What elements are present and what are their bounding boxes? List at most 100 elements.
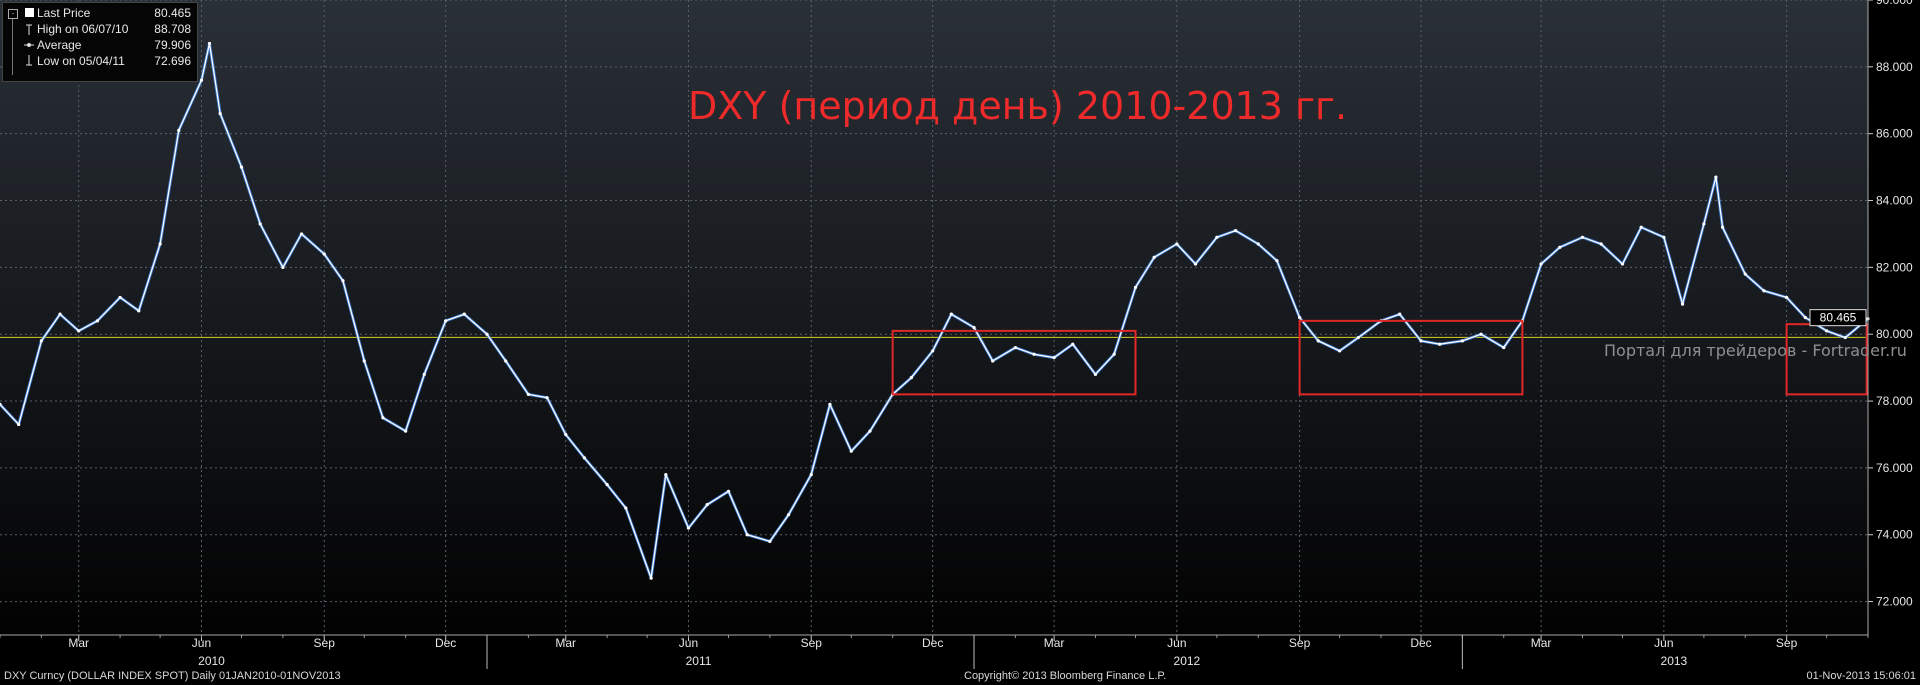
- legend-row-last-price: Last Price 80.465: [3, 5, 197, 21]
- price-point: [322, 252, 326, 256]
- price-point: [526, 392, 530, 396]
- price-point: [207, 41, 212, 46]
- price-point: [931, 349, 935, 353]
- price-point: [1275, 259, 1279, 263]
- y-tick-label: 90.000: [1876, 0, 1913, 7]
- price-point: [1438, 342, 1442, 346]
- price-point: [258, 222, 262, 226]
- price-point: [404, 429, 408, 433]
- footer-timestamp: 01-Nov-2013 15:06:01: [1806, 670, 1916, 682]
- square-swatch-icon[interactable]: [23, 5, 35, 21]
- x-year-label: 2011: [686, 654, 712, 668]
- x-tick-label: Sep: [1776, 636, 1798, 650]
- y-tick-label: 72.000: [1876, 595, 1913, 609]
- plot-background: [0, 0, 1868, 635]
- price-point: [745, 533, 749, 537]
- price-point: [0, 402, 2, 406]
- price-point: [1803, 315, 1807, 320]
- legend-tree-line: [12, 19, 13, 75]
- price-point: [1479, 332, 1483, 336]
- legend-collapse-icon[interactable]: -: [8, 9, 18, 19]
- legend-label: Average: [37, 38, 82, 52]
- price-point: [768, 539, 772, 544]
- price-point: [58, 312, 62, 316]
- price-point: [949, 312, 953, 316]
- price-point: [1639, 225, 1643, 229]
- price-point: [1356, 335, 1360, 340]
- price-point: [1052, 356, 1056, 360]
- price-point: [1215, 235, 1219, 239]
- legend-value: 88.708: [154, 22, 191, 36]
- price-point: [828, 402, 832, 406]
- price-series: [0, 41, 1870, 580]
- price-point: [705, 503, 709, 507]
- price-point: [239, 165, 244, 169]
- legend-label: High on 06/07/10: [37, 22, 129, 36]
- price-point: [1702, 222, 1706, 226]
- price-point: [1133, 285, 1138, 290]
- legend-box: - Last Price 80.465 High on 06/07/10 88.…: [2, 2, 198, 82]
- price-point: [1316, 339, 1320, 343]
- x-tick-label: Dec: [435, 636, 456, 650]
- price-point: [1580, 235, 1585, 239]
- x-tick-label: Mar: [555, 636, 576, 650]
- price-point: [1152, 255, 1156, 259]
- price-point: [218, 112, 222, 116]
- grid-lines: [0, 0, 1868, 635]
- price-point: [545, 396, 549, 400]
- price-point: [1843, 335, 1847, 340]
- price-point: [177, 128, 181, 132]
- price-point: [199, 78, 204, 82]
- legend-row-high: High on 06/07/10 88.708: [3, 21, 197, 37]
- price-point: [422, 372, 426, 376]
- price-point: [786, 513, 791, 517]
- price-point: [381, 416, 385, 420]
- price-point: [118, 295, 122, 300]
- high-marker-icon: [23, 21, 35, 37]
- x-tick-label: Jun: [192, 636, 211, 650]
- y-tick-label: 82.000: [1876, 260, 1913, 274]
- price-point: [1112, 352, 1116, 356]
- x-tick-label: Mar: [1531, 636, 1552, 650]
- price-point: [1297, 315, 1302, 320]
- price-point: [485, 332, 489, 336]
- x-axis: Mar Jun Sep Dec Mar Jun Sep Dec Mar Jun Sep Dec Mar J…: [0, 634, 1869, 669]
- chart-annotation-title: DXY (период день) 2010-2013 гг.: [688, 84, 1348, 128]
- price-point: [582, 456, 587, 460]
- price-point: [1825, 329, 1829, 333]
- price-point: [649, 576, 653, 580]
- price-point: [362, 359, 366, 363]
- price-point: [341, 279, 345, 283]
- price-point: [849, 449, 853, 453]
- price-point: [1539, 262, 1543, 266]
- x-year-label: 2013: [1661, 654, 1688, 668]
- price-point: [1193, 262, 1198, 266]
- price-point: [1071, 342, 1075, 346]
- price-point: [1256, 242, 1260, 246]
- price-point: [1714, 175, 1718, 179]
- price-point: [1419, 339, 1423, 343]
- price-point: [17, 422, 21, 427]
- last-price-label: 80.465: [1820, 311, 1857, 325]
- x-tick-label: Mar: [68, 636, 89, 650]
- x-year-label: 2012: [1174, 654, 1201, 668]
- price-point: [624, 506, 628, 510]
- footer-copyright: Copyright© 2013 Bloomberg Finance L.P.: [964, 670, 1167, 682]
- price-point: [564, 432, 568, 437]
- watermark-text: Портал для трейдеров - Fortrader.ru: [1604, 341, 1907, 360]
- price-point: [1093, 372, 1098, 376]
- price-point: [686, 526, 691, 530]
- y-tick-label: 76.000: [1876, 461, 1913, 475]
- price-point: [77, 329, 81, 333]
- price-point: [1599, 242, 1603, 246]
- price-point: [137, 309, 141, 313]
- price-point: [1680, 302, 1685, 306]
- y-tick-label: 74.000: [1876, 528, 1913, 542]
- price-point: [39, 339, 43, 343]
- legend-label: Low on 05/04/11: [37, 54, 125, 68]
- price-point: [158, 242, 162, 246]
- x-year-label: 2010: [198, 654, 225, 668]
- price-point: [281, 265, 285, 269]
- price-point: [504, 359, 508, 363]
